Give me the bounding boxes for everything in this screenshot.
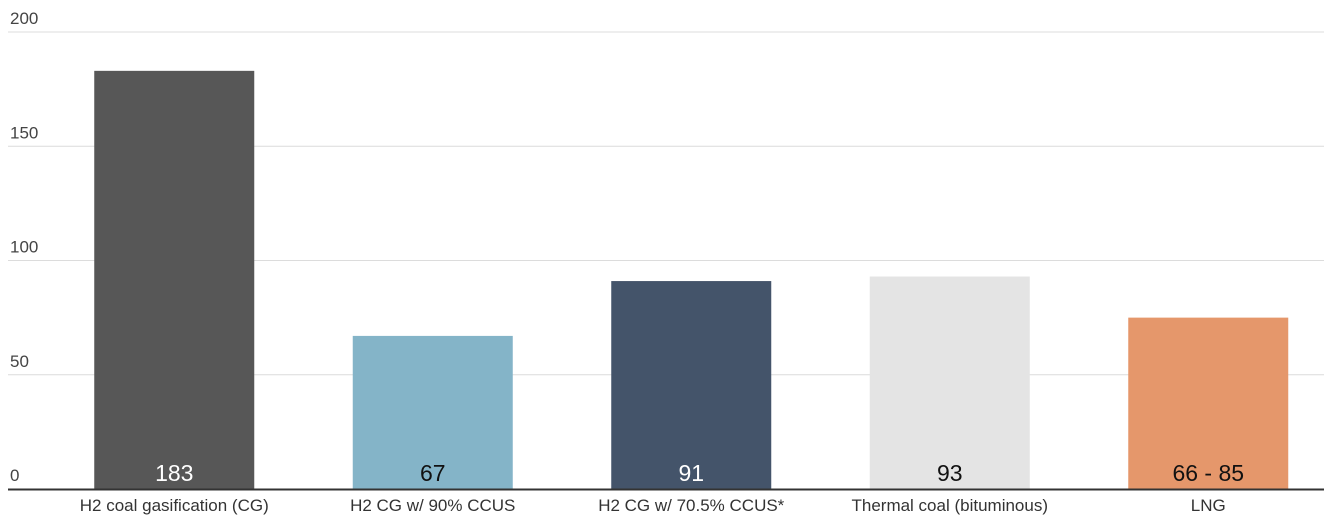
y-tick-label-50: 50	[10, 352, 29, 371]
category-label-3: H2 CG w/ 70.5% CCUS*	[598, 496, 784, 515]
bar-2	[352, 335, 513, 489]
value-label-5: 66 - 85	[1172, 460, 1244, 486]
y-tick-label-0: 0	[10, 466, 19, 485]
bars	[94, 70, 1289, 489]
value-label-2: 67	[420, 460, 446, 486]
bar-5	[1128, 317, 1289, 489]
category-label-2: H2 CG w/ 90% CCUS	[350, 496, 515, 515]
y-axis-ticks: 0 50 100 150 200	[10, 9, 38, 485]
category-label-4: Thermal coal (bituminous)	[851, 496, 1048, 515]
value-labels: 183 67 91 93 66 - 85	[155, 460, 1244, 486]
value-label-4: 93	[937, 460, 963, 486]
value-label-3: 91	[678, 460, 704, 486]
category-label-1: H2 coal gasification (CG)	[80, 496, 269, 515]
y-tick-label-200: 200	[10, 9, 38, 28]
y-tick-label-100: 100	[10, 238, 38, 257]
category-label-5: LNG	[1191, 496, 1226, 515]
category-labels: H2 coal gasification (CG) H2 CG w/ 90% CC…	[80, 496, 1226, 515]
y-tick-label-150: 150	[10, 123, 38, 142]
bar-1	[94, 70, 255, 489]
bar-3	[611, 281, 772, 489]
bar-4	[869, 276, 1030, 489]
value-label-1: 183	[155, 460, 193, 486]
